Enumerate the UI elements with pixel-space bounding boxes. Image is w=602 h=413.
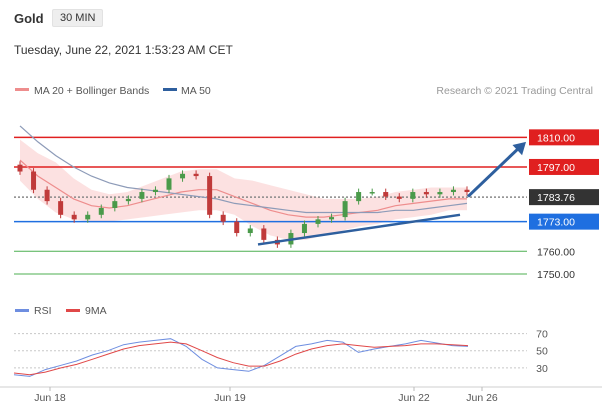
candle-body [193, 173, 199, 177]
candle-body [356, 192, 362, 202]
moving-averages [19, 125, 468, 218]
rsi-ma-legend-label: 9MA [85, 305, 107, 317]
chart-header: Gold 30 MIN Tuesday, June 22, 2021 1:53:… [0, 0, 602, 70]
bollinger-band [20, 139, 467, 240]
candle-body [410, 192, 416, 199]
candle-body [450, 189, 456, 193]
candle-body [220, 214, 226, 222]
rsi-tick-70: 70 [536, 329, 548, 341]
timestamp: Tuesday, June 22, 2021 1:53:23 AM CET [14, 43, 233, 57]
rsi-ma-legend-swatch [66, 309, 80, 312]
candle-body [423, 192, 429, 195]
candle-body [31, 171, 37, 190]
ma50-legend-swatch [163, 88, 177, 91]
rsi-legend-swatch [15, 309, 29, 312]
support-trendline [257, 213, 461, 246]
candle-body [396, 196, 402, 199]
candle-body [464, 189, 470, 193]
instrument-title: Gold [14, 11, 44, 26]
candle-body [207, 176, 213, 215]
candle-body [315, 219, 321, 224]
rsi-legend-label: RSI [34, 305, 52, 317]
price-levels [14, 136, 527, 275]
candle-body [180, 173, 186, 179]
projection-arrow-shaft [466, 145, 522, 198]
candle-body [125, 198, 131, 202]
ma20-legend-label: MA 20 + Bollinger Bands [34, 85, 149, 97]
ma20-line [19, 159, 467, 218]
level-label-1750.00: 1750.00 [537, 269, 575, 281]
level-label-1810.00: 1810.00 [537, 132, 575, 144]
x-tick-jun-26: Jun 26 [466, 392, 498, 404]
level-label-1773.00: 1773.00 [537, 217, 575, 229]
candle-body [71, 214, 77, 220]
level-badge-1783.76 [529, 189, 599, 206]
candle-body [301, 223, 307, 234]
level-label-1783.76: 1783.76 [537, 192, 575, 204]
projection-arrow-head [512, 141, 526, 156]
annotations [257, 141, 526, 246]
candle-body [98, 207, 104, 215]
candle-body [139, 192, 145, 199]
candle-body [247, 228, 253, 234]
candle-body [329, 217, 335, 220]
candle-body [166, 178, 172, 190]
timeframe-badge[interactable]: 30 MIN [52, 9, 104, 27]
candle-body [44, 189, 50, 202]
level-badge-1773.00 [529, 213, 599, 230]
rsi-line [13, 338, 469, 377]
ma50-legend-label: MA 50 [181, 85, 211, 97]
level-labels: 1810.00 1797.00 1783.76 1773.00 1760.00 1750.… [529, 129, 599, 281]
ma50-line [19, 125, 468, 214]
rsi-ma-line [13, 341, 469, 376]
x-axis: Jun 18 Jun 19 Jun 22 Jun 26 [0, 386, 602, 404]
candle-body [17, 164, 23, 172]
candle-body [342, 201, 348, 218]
rsi-tick-50: 50 [536, 346, 548, 358]
level-label-1797.00: 1797.00 [537, 162, 575, 174]
x-tick-jun-22: Jun 22 [398, 392, 430, 404]
candle-body [152, 189, 158, 193]
candle-body [112, 201, 118, 208]
x-tick-jun-18: Jun 18 [34, 392, 66, 404]
candle-body [383, 192, 389, 197]
candle-body [234, 221, 240, 234]
rsi-tick-30: 30 [536, 363, 548, 375]
candle-body [261, 228, 267, 240]
candle-body [58, 201, 64, 215]
rsi-panel: 70 50 30 [13, 329, 548, 377]
candle-body [369, 192, 375, 194]
research-credit: Research © 2021 Trading Central [436, 85, 593, 97]
candle-body [437, 192, 443, 195]
x-tick-jun-19: Jun 19 [214, 392, 246, 404]
level-label-1760.00: 1760.00 [537, 246, 575, 258]
level-badge-1810.00 [529, 129, 599, 146]
candle-body [85, 214, 91, 220]
candlesticks [17, 161, 470, 248]
level-badge-1797.00 [529, 158, 599, 175]
bollinger-band-area [20, 139, 467, 240]
ma20-legend-swatch [15, 88, 29, 91]
